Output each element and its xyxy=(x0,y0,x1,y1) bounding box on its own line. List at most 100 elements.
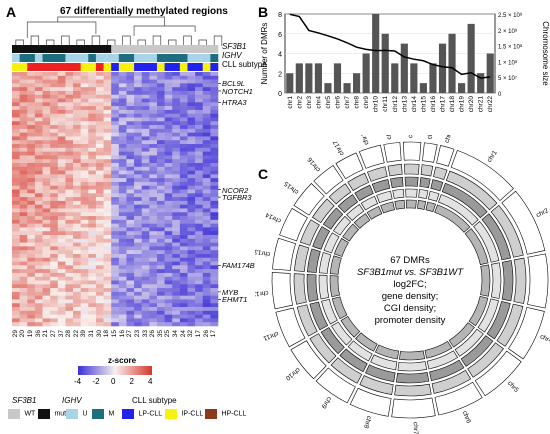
heatmap-cell xyxy=(202,75,211,80)
circos-segment xyxy=(434,204,471,233)
sf3b1-track-cell xyxy=(34,45,43,53)
heatmap-cell xyxy=(179,265,188,270)
heatmap-cell xyxy=(179,185,188,190)
heatmap-cell xyxy=(50,136,59,141)
heatmap-cell xyxy=(12,147,20,152)
heatmap-cell xyxy=(202,79,211,84)
heatmap-cell xyxy=(95,151,104,156)
heatmap-cell xyxy=(34,159,43,164)
heatmap-cell xyxy=(88,83,97,88)
heatmap-cell xyxy=(202,284,211,289)
heatmap-cell xyxy=(172,128,181,133)
heatmap-cell xyxy=(50,155,59,160)
heatmap-cell xyxy=(12,307,20,312)
heatmap-cell xyxy=(187,87,196,92)
bar xyxy=(458,83,466,93)
heatmap-cell xyxy=(126,170,135,175)
heatmap-cell xyxy=(111,87,120,92)
heatmap-cell xyxy=(149,75,158,80)
heatmap-cell xyxy=(134,227,143,232)
heatmap-cell xyxy=(126,276,135,281)
legend-ighv-title: IGHV xyxy=(62,396,82,405)
heatmap-cell xyxy=(19,90,28,96)
heatmap-cell xyxy=(134,295,143,300)
heatmap-cell xyxy=(141,98,150,103)
heatmap-cell xyxy=(50,166,59,171)
heatmap-cell xyxy=(164,94,173,99)
heatmap-cell xyxy=(149,272,158,278)
heatmap-cell xyxy=(88,106,97,111)
circos-segment xyxy=(359,375,394,395)
circos-segment xyxy=(330,357,363,384)
x-tick-label: chr18 xyxy=(449,96,456,113)
heatmap-cell xyxy=(19,87,28,92)
heatmap-cell xyxy=(27,132,36,137)
heatmap-cell xyxy=(156,197,165,202)
heatmap-cell xyxy=(73,216,81,221)
chromosome-label: chr2 xyxy=(535,207,550,219)
heatmap-cell xyxy=(179,318,188,323)
heatmap-cell xyxy=(50,117,59,122)
heatmap-cell xyxy=(141,227,150,232)
legend-ip-label: IP-CLL xyxy=(181,410,204,418)
heatmap-cell xyxy=(103,189,112,194)
heatmap-cell xyxy=(12,109,20,115)
subtype-track-cell xyxy=(80,63,89,71)
heatmap-cell xyxy=(187,253,196,259)
heatmap-cell xyxy=(195,87,204,92)
heatmap-cell xyxy=(187,178,196,183)
heatmap-cell xyxy=(172,200,181,205)
heatmap-cell xyxy=(156,246,165,251)
heatmap-cell xyxy=(103,219,112,224)
heatmap-cell xyxy=(95,227,104,232)
heatmap-cell xyxy=(149,98,158,103)
heatmap-cell xyxy=(12,212,20,217)
heatmap-cell xyxy=(103,159,112,164)
sf3b1-track-cell xyxy=(80,45,89,53)
heatmap-cell xyxy=(164,170,173,175)
heatmap-cell xyxy=(50,106,59,111)
x-tick-label: chr6 xyxy=(335,96,342,109)
legend-mut-label: mut xyxy=(54,410,67,418)
heatmap-cell xyxy=(50,121,59,126)
heatmap-cell xyxy=(187,272,196,278)
legend-mut-swatch xyxy=(38,408,50,419)
heatmap-cell xyxy=(103,147,112,152)
heatmap-cell xyxy=(202,109,211,115)
heatmap-cell xyxy=(12,291,20,296)
heatmap-cell xyxy=(88,90,97,96)
heatmap-cell xyxy=(50,178,59,183)
heatmap-cell xyxy=(95,284,104,289)
heatmap-cell xyxy=(95,102,104,107)
heatmap-cell xyxy=(195,193,204,198)
heatmap-cell xyxy=(42,216,51,221)
heatmap-cell xyxy=(141,106,150,111)
heatmap-cell xyxy=(42,90,51,96)
heatmap-cell xyxy=(12,136,20,141)
heatmap-cell xyxy=(27,109,36,115)
heatmap-cell xyxy=(88,109,97,115)
heatmap-cell xyxy=(95,90,104,96)
heatmap-cell xyxy=(103,261,112,266)
heatmap-cell xyxy=(111,216,120,221)
heatmap-cell xyxy=(179,178,188,183)
heatmap-cell xyxy=(126,136,135,141)
heatmap-cell xyxy=(118,291,127,296)
heatmap-cell xyxy=(95,231,104,236)
heatmap-cell xyxy=(195,113,204,118)
heatmap-cell xyxy=(126,83,135,88)
heatmap-cell xyxy=(156,310,165,315)
heatmap-cell xyxy=(103,288,112,293)
heatmap-cell xyxy=(95,197,104,202)
heatmap-cell xyxy=(210,216,219,221)
heatmap-cell xyxy=(164,155,173,160)
heatmap-cell xyxy=(111,242,120,247)
subtype-track-cell xyxy=(195,63,204,71)
heatmap-cell xyxy=(179,162,188,168)
heatmap-cell xyxy=(88,231,97,236)
heatmap-cell xyxy=(210,200,219,205)
sf3b1-track-cell xyxy=(88,45,97,53)
subtype-track-cell xyxy=(34,63,43,71)
y2-tick-label: 2.5 × 10⁸ xyxy=(498,12,523,19)
heatmap-cell xyxy=(141,181,150,187)
